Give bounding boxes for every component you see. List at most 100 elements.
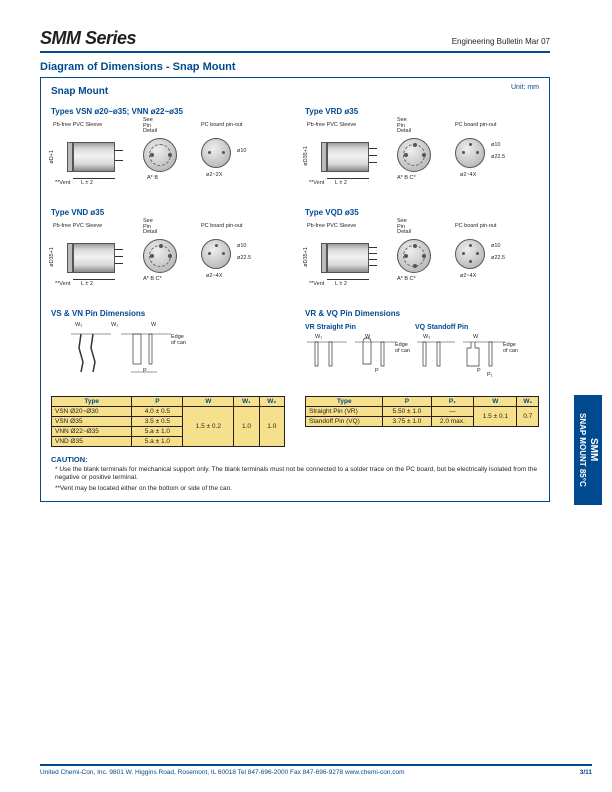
cell: 5.a ± 1.0 <box>132 427 183 437</box>
diagram-canvas: Pb-free PVC Sleeve See Pin Detail PC boa… <box>51 122 285 194</box>
th-w: W <box>183 397 234 407</box>
subheading: VQ Standoff Pin <box>415 324 468 331</box>
dim-label: ø10 <box>237 243 246 249</box>
dim-label: ø22.5 <box>237 255 251 261</box>
pin-sketch-area: W₂ W₁ W P Edge of can <box>51 324 285 382</box>
page-header: SMM Series Engineering Bulletin Mar 07 <box>40 28 550 53</box>
cell: Straight Pin (VR) <box>306 407 383 417</box>
seepin-label: See Pin Detail <box>397 118 411 135</box>
tables-row: Type P W W₁ W₂ VSN Ø20~Ø30 4.0 ± 0.5 1.5… <box>51 396 539 447</box>
page-footer: United Chemi-Con, Inc. 9801 W. Higgins R… <box>40 764 592 776</box>
cell: VND Ø35 <box>52 437 132 447</box>
pin-dim-row: VS & VN Pin Dimensions W₂ <box>51 309 539 382</box>
unit-label: Unit: mm <box>511 84 539 91</box>
pin-sketch-area: VR Straight Pin VQ Standoff Pin <box>305 324 539 382</box>
dim-label: øD35+1 <box>303 247 309 267</box>
page-number: 3/11 <box>580 769 592 776</box>
th-w2: W₂ <box>259 397 284 407</box>
th-w1: W₁ <box>234 397 259 407</box>
pinout-circle-icon <box>455 239 485 269</box>
dim-label: W₁ <box>111 322 118 328</box>
dim-label: ø10 <box>491 142 500 148</box>
th-p1: P₁ <box>431 397 474 407</box>
th-w: W <box>474 397 517 407</box>
pin-label: A* B C* <box>397 175 416 181</box>
pcb-view-icon <box>397 239 431 273</box>
cell: 1.0 <box>259 407 284 447</box>
capacitor-icon <box>321 237 369 277</box>
edge-label: Edge of can <box>171 334 186 346</box>
pinout-label: PC board pin-out <box>201 223 243 229</box>
dim-label: W <box>365 334 370 340</box>
sidetab-line1: SMM <box>588 438 599 461</box>
vent-label: **Vent <box>55 281 70 287</box>
diagram-canvas: Pb-free PVC Sleeve See Pin Detail PC boa… <box>305 122 539 194</box>
th-type: Type <box>52 397 132 407</box>
th-p: P <box>132 397 183 407</box>
cell: 2.0 max. <box>431 417 474 427</box>
dim-label: øD35+1 <box>49 247 55 267</box>
cell: 4.0 ± 0.5 <box>132 407 183 417</box>
capacitor-icon <box>67 237 115 277</box>
box-title: Snap Mount <box>51 86 539 97</box>
pin-icon <box>305 338 515 382</box>
pinout-circle-icon <box>201 239 231 269</box>
diagram-row-1: Types VSN ø20~ø35; VNN ø22~ø35 Pb-free P… <box>51 107 539 194</box>
dim-label: P₁ <box>487 372 493 378</box>
pin-dim-vs-vn: VS & VN Pin Dimensions W₂ <box>51 309 285 382</box>
cell: VSN Ø20~Ø30 <box>52 407 132 417</box>
cell: — <box>431 407 474 417</box>
th-w1: W₁ <box>517 397 539 407</box>
diagram-title: Type VND ø35 <box>51 208 285 217</box>
dim-label: ø10 <box>491 243 500 249</box>
caution-text-2: **Vent may be located either on the bott… <box>51 485 539 493</box>
cell: 3.75 ± 1.0 <box>383 417 431 427</box>
vent-label: **Vent <box>55 180 70 186</box>
th-type: Type <box>306 397 383 407</box>
dim-label: P <box>375 368 379 374</box>
cell: 5.50 ± 1.0 <box>383 407 431 417</box>
pcb-view-icon <box>143 239 177 273</box>
pcb-view-icon <box>397 138 431 172</box>
dim-label: ø2~4X <box>206 273 222 279</box>
pin-dim-table-right: Type P P₁ W W₁ Straight Pin (VR) 5.50 ± … <box>305 396 539 427</box>
pindim-title: VS & VN Pin Dimensions <box>51 309 285 318</box>
pin-label: A* B C* <box>143 276 162 282</box>
edge-label: Edge of can <box>395 342 410 354</box>
capacitor-icon <box>67 136 115 176</box>
seepin-label: See Pin Detail <box>143 118 157 135</box>
caution-heading: CAUTION: <box>51 455 539 464</box>
cell: VSN Ø35 <box>52 417 132 427</box>
dim-label: W₁ <box>423 334 430 340</box>
pinout-label: PC board pin-out <box>455 223 497 229</box>
dim-label: W₁ <box>315 334 322 340</box>
subheading: VR Straight Pin <box>305 324 356 331</box>
table-right-wrap: Type P P₁ W W₁ Straight Pin (VR) 5.50 ± … <box>305 396 539 447</box>
dim-label: ø22.5 <box>491 154 505 160</box>
diagram-vrd: Type VRD ø35 Pb-free PVC Sleeve See Pin … <box>305 107 539 194</box>
dim-label: ø2~2X <box>206 172 222 178</box>
pinout-label: PC board pin-out <box>201 122 243 128</box>
diagram-canvas: Pb-free PVC Sleeve See Pin Detail PC boa… <box>305 223 539 295</box>
dim-label: øD35+1 <box>303 146 309 166</box>
capacitor-icon <box>321 136 369 176</box>
dim-label: L ± 2 <box>81 281 93 287</box>
pin-label: A* B C* <box>397 276 416 282</box>
diagram-title: Types VSN ø20~ø35; VNN ø22~ø35 <box>51 107 285 116</box>
table-left-wrap: Type P W W₁ W₂ VSN Ø20~Ø30 4.0 ± 0.5 1.5… <box>51 396 285 447</box>
pcb-view-icon <box>143 138 177 172</box>
cell: 0.7 <box>517 407 539 427</box>
dim-label: W <box>151 322 156 328</box>
dim-label: W₂ <box>75 322 82 328</box>
seepin-label: See Pin Detail <box>143 219 157 236</box>
cell: VNN Ø22~Ø35 <box>52 427 132 437</box>
pin-dim-vr-vq: VR & VQ Pin Dimensions VR Straight Pin V… <box>305 309 539 382</box>
sleeve-label: Pb-free PVC Sleeve <box>307 122 356 128</box>
diagram-canvas: Pb-free PVC Sleeve See Pin Detail PC boa… <box>51 223 285 295</box>
diagram-row-2: Type VND ø35 Pb-free PVC Sleeve See Pin … <box>51 208 539 295</box>
sleeve-label: Pb-free PVC Sleeve <box>307 223 356 229</box>
footer-text: United Chemi-Con, Inc. 9801 W. Higgins R… <box>40 769 405 776</box>
bulletin-date: Engineering Bulletin Mar 07 <box>452 37 550 46</box>
dim-label: ø22.5 <box>491 255 505 261</box>
pinout-circle-icon <box>201 138 231 168</box>
